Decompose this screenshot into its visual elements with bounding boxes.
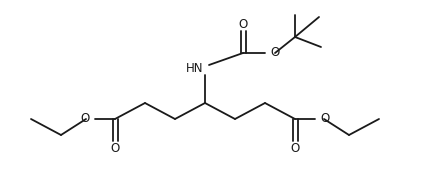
Text: O: O bbox=[320, 111, 329, 124]
Text: O: O bbox=[238, 17, 248, 30]
Text: O: O bbox=[110, 142, 120, 155]
Text: O: O bbox=[270, 46, 279, 59]
Text: O: O bbox=[81, 111, 90, 124]
Text: HN: HN bbox=[186, 62, 204, 75]
Text: O: O bbox=[290, 142, 300, 155]
